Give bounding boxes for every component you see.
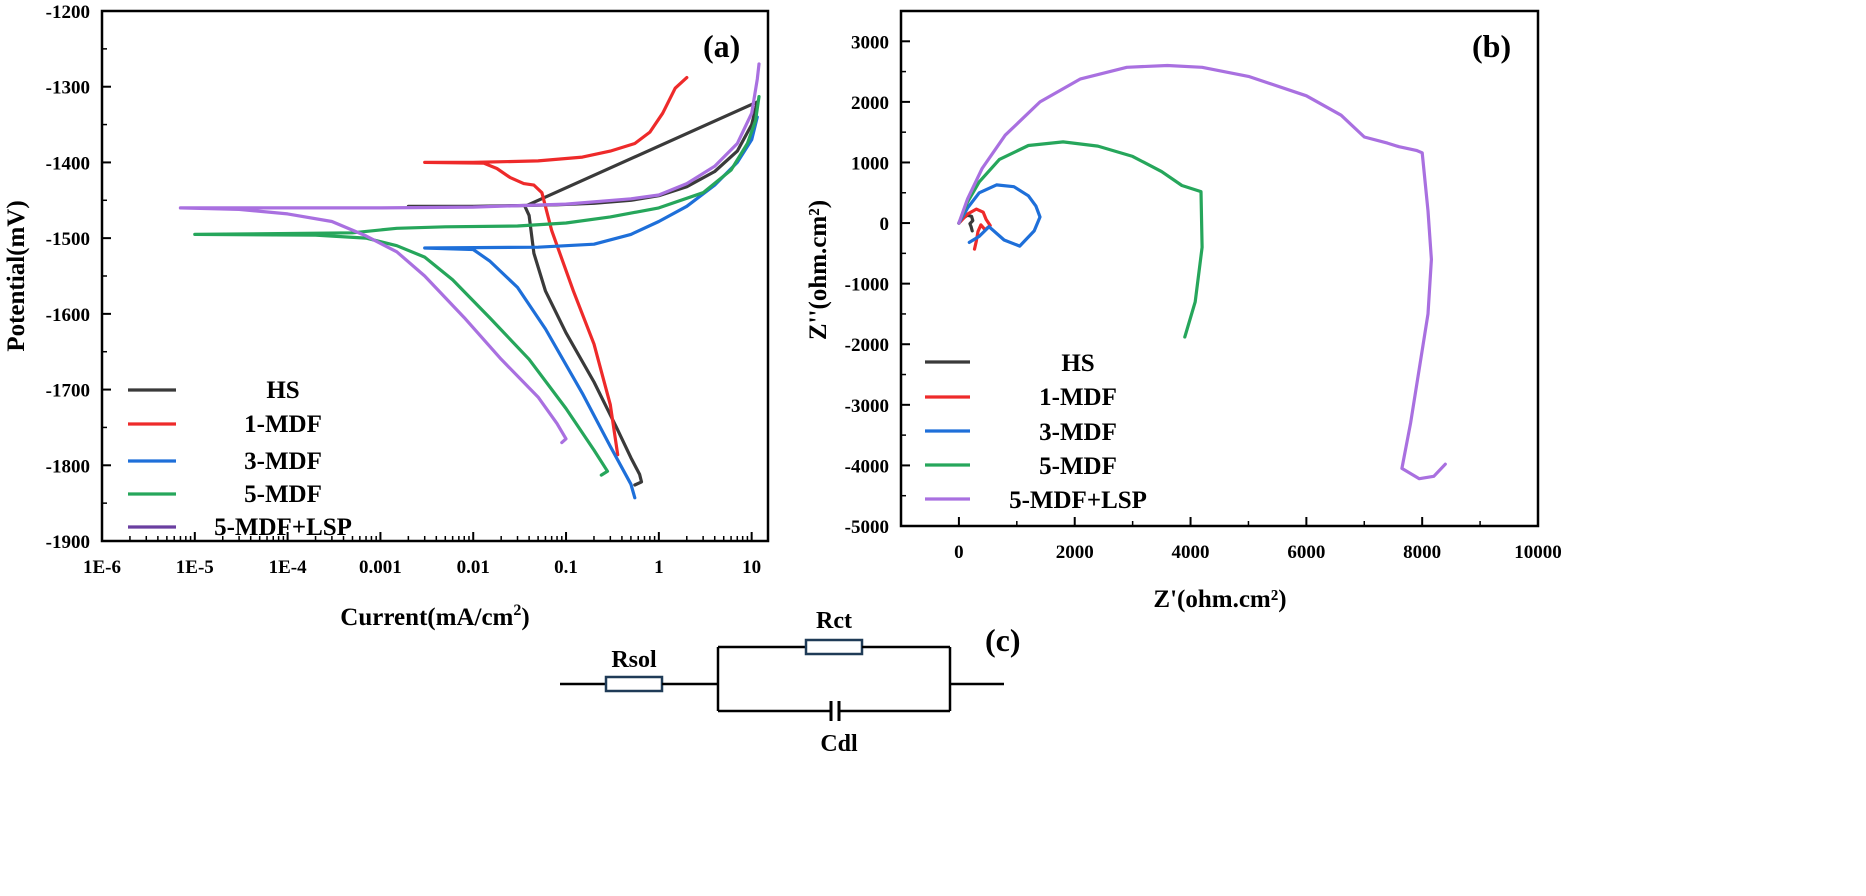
x-tick-label: 0.001 [359,557,402,578]
y-tick-label: -1600 [46,305,90,326]
x-tick-label: 4000 [1172,542,1210,563]
tafel-axis-ticks [101,10,753,542]
x-tick-label: 10000 [1514,542,1562,563]
tafel-curve-hs [406,100,759,487]
nyquist-curve-3-mdf [957,183,1042,248]
y-tick-label: -1700 [46,381,90,402]
rct-resistor [804,638,864,656]
nyquist-legend: HS 1-MDF 3-MDF 5-MDF 5-MDF+LSP [925,350,1147,514]
rsol-label: Rsol [611,647,657,673]
nyquist-curve-1-mdf [957,207,992,251]
legend-label-3mdf-b: 3-MDF [1039,419,1117,446]
x-tick-label: 0 [954,542,964,563]
nyquist-curve-5-mdf-lsp [957,63,1447,481]
x-tick-label: 1E-6 [83,557,121,578]
nyquist-tick-labels: 0 2000 4000 6000 8000 100003000200010000-1000… [845,32,1562,563]
y-tick-label: -1200 [46,2,90,23]
legend-label-5mdf-lsp-b: 5-MDF+LSP [1009,487,1147,514]
nyquist-curves [957,63,1447,481]
legend-label-3mdf: 3-MDF [244,448,322,475]
tafel-curve-1-mdf [423,76,689,457]
legend-label-1mdf: 1-MDF [244,411,322,438]
panel-label-b: (b) [1472,28,1511,64]
y-tick-label: -1900 [46,532,90,553]
x-tick-label: 6000 [1287,542,1325,563]
legend-label-hs: HS [266,377,299,404]
tafel-curve-5-mdf [193,95,761,477]
x-tick-label: 8000 [1403,542,1441,563]
tafel-tick-labels: 1E-6 1E-5 1E-4 0.001 0.01 0.1 1 10 -1200 -1300 -14… [46,2,761,578]
nyquist-curve-5-mdf [957,140,1204,339]
legend-label-5mdf-lsp: 5-MDF+LSP [214,514,352,541]
legend-label-5mdf-b: 5-MDF [1039,453,1117,480]
y-tick-label: -1800 [46,456,90,477]
y-tick-label: -5000 [845,517,889,538]
y-tick-label: -2000 [845,335,889,356]
equivalent-circuit: (c) Rsol Rct Cdl [560,608,1021,757]
tafel-plot-panel: 1E-6 1E-5 1E-4 0.001 0.01 0.1 1 10 -1200 -1300 -14… [3,2,770,631]
nyquist-y-axis-label: Z''(ohm.cm²) [805,200,832,340]
y-tick-label: 3000 [851,32,889,53]
tafel-plot-frame [100,9,770,543]
y-tick-label: -1000 [845,275,889,296]
nyquist-plot-panel: 0 2000 4000 6000 8000 100003000200010000-1000… [805,9,1562,613]
y-tick-label: -1400 [46,153,90,174]
cdl-label: Cdl [820,731,858,757]
y-tick-label: -1300 [46,78,90,99]
x-tick-label: 1E-5 [176,557,214,578]
x-tick-label: 2000 [1056,542,1094,563]
tafel-curve-5-mdf-lsp [178,62,761,445]
panel-label-a: (a) [703,28,740,64]
nyquist-plot-frame [899,9,1540,528]
x-tick-label: 0.01 [457,557,490,578]
y-tick-label: 0 [880,214,890,235]
rct-label: Rct [816,608,852,634]
y-tick-label: -1500 [46,229,90,250]
nyquist-axis-ticks [901,40,1539,527]
rsol-resistor [604,675,664,693]
x-tick-label: 0.1 [554,557,578,578]
tafel-legend: HS 1-MDF 3-MDF 5-MDF 5-MDF+LSP [128,377,352,541]
legend-label-5mdf: 5-MDF [244,481,322,508]
tafel-x-axis-label: Current(mA/cm2) [340,602,529,631]
x-tick-label: 1 [654,557,664,578]
legend-label-1mdf-b: 1-MDF [1039,384,1117,411]
y-tick-label: -3000 [845,396,889,417]
y-tick-label: -4000 [845,456,889,477]
tafel-y-axis-label: Potential(mV) [3,200,30,351]
y-tick-label: 2000 [851,93,889,114]
tafel-curves [178,62,761,500]
x-tick-label: 10 [742,557,761,578]
x-tick-label: 1E-4 [269,557,308,578]
y-tick-label: 1000 [851,153,889,174]
nyquist-x-axis-label: Z'(ohm.cm²) [1153,586,1286,613]
panel-label-c: (c) [985,622,1021,658]
legend-label-hs-b: HS [1061,350,1094,377]
